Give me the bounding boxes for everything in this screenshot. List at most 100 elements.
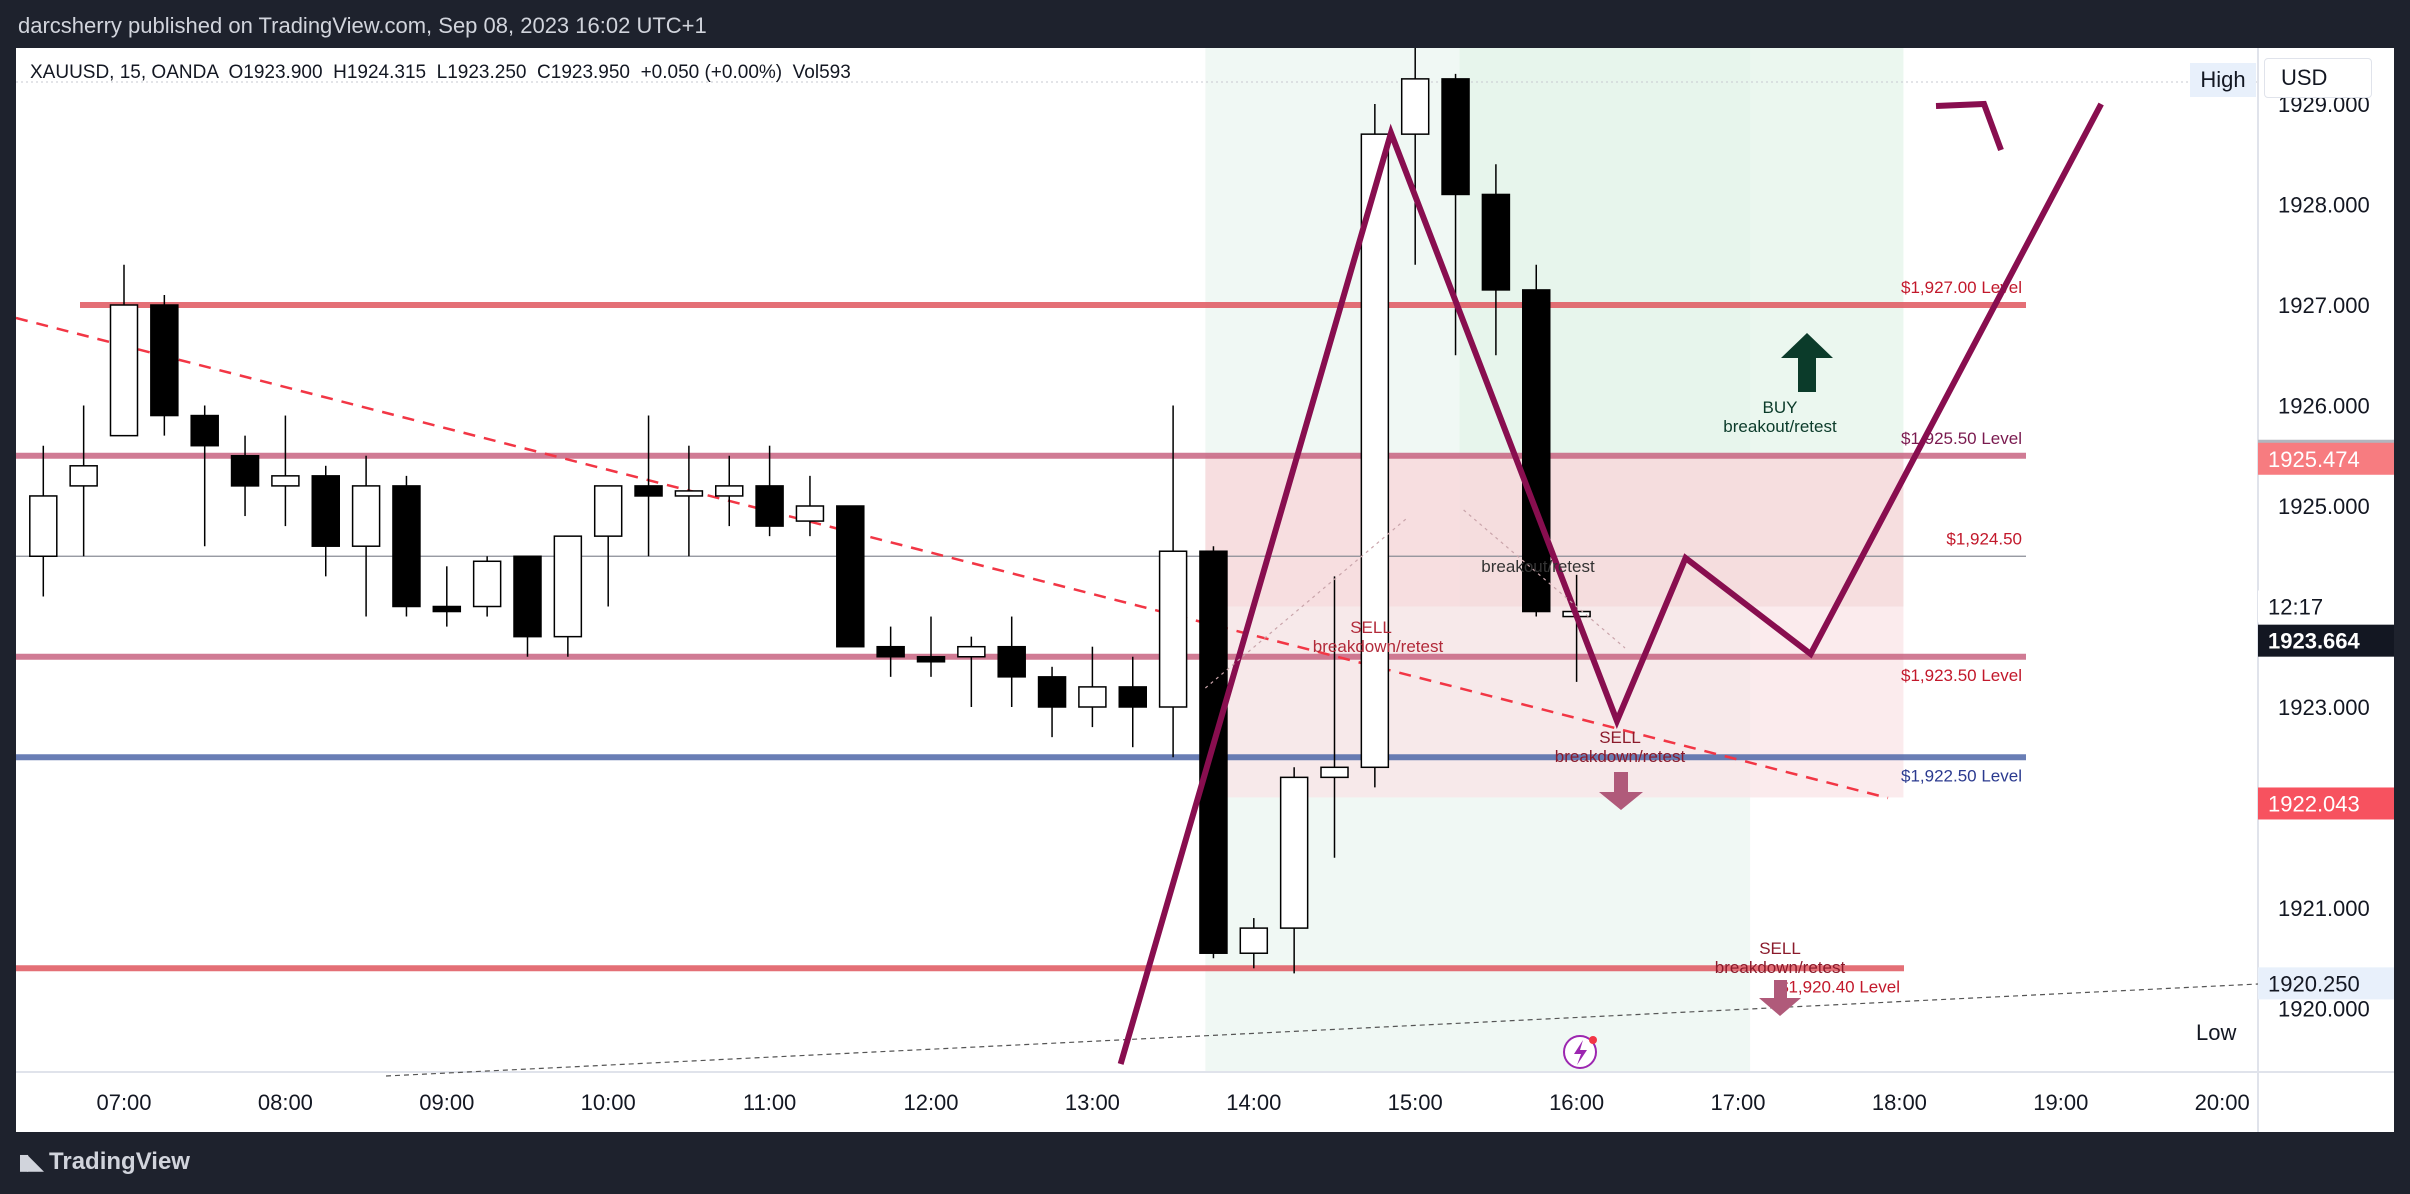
candle-body [311, 475, 340, 547]
legend-high: H1924.315 [333, 62, 427, 83]
candle-30 [1239, 918, 1269, 969]
currency-button[interactable]: USD [2264, 58, 2372, 98]
candle-body [432, 605, 462, 613]
chart-frame: $1,927.00 Level $1,925.50 Level $1,924.50 $… [16, 48, 2394, 1132]
price-label-4: 1922.043 [2258, 787, 2394, 820]
candle-5 [230, 435, 260, 517]
level-label-4: $1,922.50 Level [1901, 766, 2022, 785]
level-label-2: $1,924.50 [1946, 529, 2022, 548]
candle-9 [392, 475, 421, 617]
candle-11 [472, 556, 502, 617]
candle-18 [755, 445, 784, 537]
x-tick-6: 13:00 [1065, 1090, 1120, 1115]
level-label-0: $1,927.00 Level [1901, 278, 2022, 297]
level-label-3: $1,923.50 Level [1901, 666, 2022, 685]
candle-34 [1400, 48, 1430, 265]
candle-37 [1522, 264, 1551, 617]
annotation-breakout: breakout/retest [1481, 557, 1595, 576]
x-tick-8: 15:00 [1388, 1090, 1443, 1115]
footer: ▮◣ TradingView [0, 1132, 2410, 1194]
candle-body [1118, 686, 1147, 708]
candle-body [472, 560, 502, 608]
candle-6 [271, 415, 300, 527]
high-marker-button[interactable]: High [2190, 63, 2256, 97]
x-tick-4: 11:00 [743, 1090, 796, 1115]
chart-canvas[interactable]: $1,927.00 Level $1,925.50 Level $1,924.50 $… [16, 48, 2394, 1132]
short-position-zone-lower [1205, 606, 1904, 798]
candle-body [876, 645, 905, 658]
candle-20 [836, 505, 865, 648]
annotation-sell-1-title: SELL [1599, 728, 1641, 747]
legend-change: +0.050 (+0.00%) [640, 62, 783, 83]
candle-28 [1158, 405, 1188, 758]
candle-19 [795, 475, 825, 537]
price-label-1: 1925.474 [2258, 442, 2394, 475]
candle-24 [997, 616, 1026, 707]
price-label-2: 12:17 [2258, 590, 2394, 623]
candle-body [109, 304, 139, 437]
candle-body [593, 485, 623, 537]
support-trend-line [385, 983, 2259, 1077]
zone-diagonal-1 [1204, 517, 1408, 689]
y-tick-4: 1925.000 [2278, 494, 2370, 519]
y-tick-8: 1920.000 [2278, 997, 2370, 1022]
candle-body [351, 485, 381, 547]
candle-body [795, 505, 825, 522]
price-label-5: 1920.250 [2258, 967, 2394, 1000]
candle-body [674, 490, 704, 497]
candle-body [1441, 78, 1470, 196]
candle-body [715, 485, 744, 497]
y-tick-2: 1927.000 [2278, 293, 2370, 318]
price-label-box [2258, 624, 2394, 657]
candle-32 [1320, 576, 1349, 858]
annotation-sell-1-sub: breakdown/retest [1555, 747, 1686, 766]
x-tick-5: 12:00 [903, 1090, 958, 1115]
buy-arrow-icon [1781, 333, 1833, 392]
candle-body [513, 555, 542, 638]
legend-close: C1923.950 [537, 62, 630, 83]
candle-15 [634, 415, 663, 557]
x-tick-0: 07:00 [96, 1090, 151, 1115]
candle-body [1078, 686, 1107, 708]
annotation-sell-2-title: SELL [1759, 939, 1801, 958]
x-tick-7: 14:00 [1226, 1090, 1281, 1115]
candle-13 [553, 535, 583, 657]
candle-body [836, 505, 865, 648]
legend-low: L1923.250 [436, 62, 527, 83]
candle-body [1400, 78, 1430, 135]
tradingview-logo[interactable]: ▮◣ TradingView [18, 1148, 190, 1176]
x-tick-3: 10:00 [581, 1090, 636, 1115]
price-label-box [2258, 442, 2394, 475]
candle-3 [150, 294, 179, 436]
candle-body [1360, 133, 1390, 769]
candle-body [392, 485, 421, 608]
candle-body [1320, 766, 1349, 779]
candle-body [271, 475, 300, 487]
y-tick-3: 1926.000 [2278, 394, 2370, 419]
legend-volume: Vol593 [792, 62, 851, 83]
short-position-zone-upper [1205, 455, 1904, 607]
x-tick-13: 20:00 [2195, 1090, 2250, 1115]
candle-body [634, 485, 663, 497]
price-label-text: 12:17 [2268, 595, 2323, 620]
candle-body [29, 495, 58, 558]
x-tick-9: 16:00 [1549, 1090, 1604, 1115]
candle-23 [957, 636, 986, 707]
candle-body [916, 656, 946, 663]
legend-open: O1923.900 [228, 62, 323, 83]
price-label-text: 1925.474 [2268, 447, 2360, 472]
candle-body [997, 645, 1026, 678]
annotation-sell-2-sub: breakdown/retest [1715, 958, 1846, 977]
candle-2 [109, 264, 139, 437]
candle-33 [1360, 104, 1390, 788]
candle-31 [1279, 767, 1309, 974]
x-tick-10: 17:00 [1710, 1090, 1765, 1115]
candle-26 [1078, 646, 1107, 728]
candle-body [230, 455, 260, 487]
x-tick-1: 08:00 [258, 1090, 313, 1115]
price-label-text: 1922.043 [2268, 791, 2360, 816]
projection-arrow-head [1935, 100, 2004, 152]
legend-symbol[interactable]: XAUUSD, 15, OANDA [30, 62, 218, 83]
candle-27 [1118, 656, 1147, 748]
price-label-box [2258, 787, 2394, 820]
